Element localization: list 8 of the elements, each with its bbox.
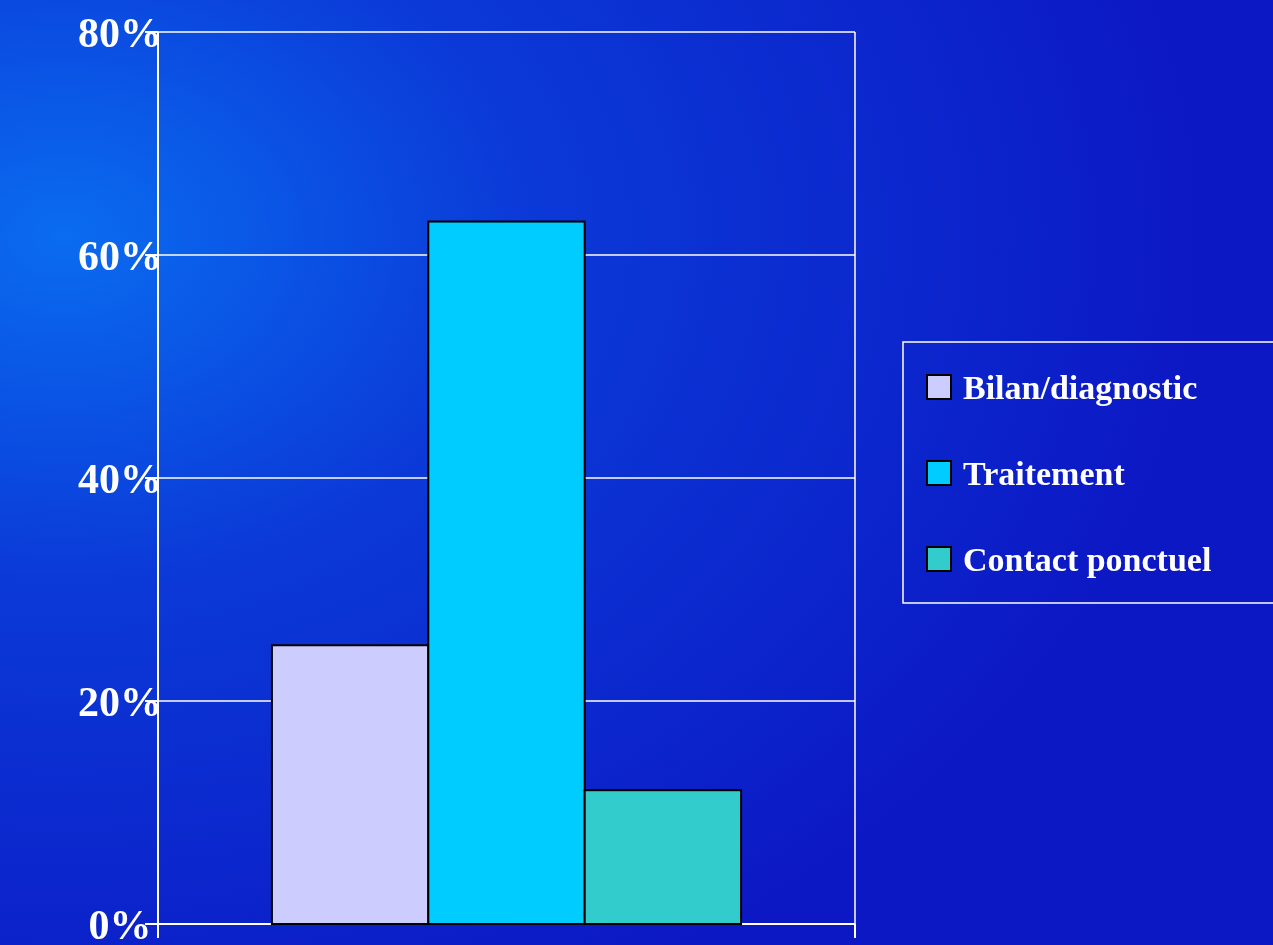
y-tick-label: 40%: [78, 455, 162, 502]
legend-label: Contact ponctuel: [963, 540, 1212, 578]
legend-label: Traitement: [963, 454, 1126, 492]
y-tick-label: 20%: [78, 678, 162, 725]
legend-label: Bilan/diagnostic: [963, 368, 1198, 406]
y-tick-label: 60%: [78, 232, 162, 279]
y-tick-label: 0%: [88, 901, 152, 945]
y-tick-label: 80%: [78, 9, 162, 56]
